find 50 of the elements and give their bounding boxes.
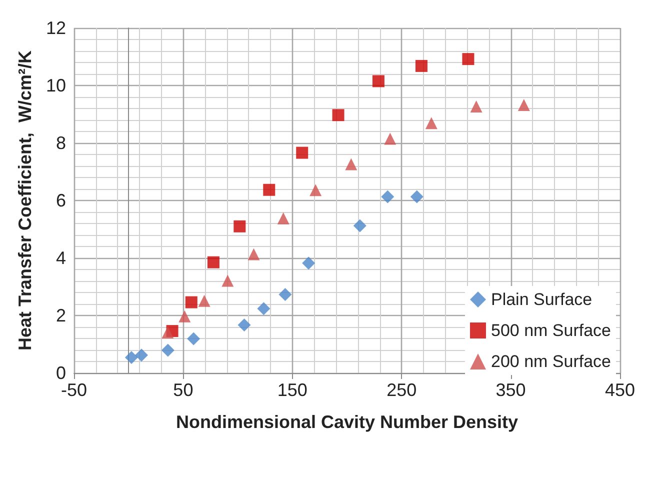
point xyxy=(425,117,438,130)
point xyxy=(124,350,138,364)
y-axis-title: Heat Transfer Coefficient, W/cm²/K xyxy=(15,50,35,351)
point xyxy=(238,318,251,332)
point xyxy=(198,294,210,307)
y-tick-label: 2 xyxy=(56,306,66,326)
x-tick-label: 50 xyxy=(173,380,194,400)
point xyxy=(381,190,394,204)
point xyxy=(207,256,220,268)
point xyxy=(185,296,198,308)
y-tick-label: 10 xyxy=(46,76,66,96)
x-tick-label: 350 xyxy=(496,380,526,400)
legend-label: 500 nm Surface xyxy=(490,321,612,340)
y-tick-label: 4 xyxy=(56,248,66,268)
y-tick-label: 6 xyxy=(56,190,66,210)
x-axis-title: Nondimensional Cavity Number Density xyxy=(176,412,518,432)
legend-label: Plain Surface xyxy=(490,290,592,309)
point xyxy=(162,326,174,338)
point xyxy=(277,212,290,224)
point xyxy=(345,158,358,170)
point xyxy=(257,302,270,316)
point xyxy=(263,184,276,196)
point xyxy=(462,53,474,66)
point xyxy=(234,220,246,232)
point xyxy=(384,132,396,145)
y-tick-label: 0 xyxy=(56,363,66,383)
point xyxy=(161,344,174,357)
point xyxy=(353,219,366,232)
point xyxy=(187,332,200,346)
point xyxy=(278,288,292,302)
legend-label: 200 nm Surface xyxy=(490,352,612,371)
point xyxy=(296,146,308,159)
x-tick-label: -50 xyxy=(60,380,88,400)
point xyxy=(410,190,424,204)
point xyxy=(248,248,260,260)
point xyxy=(332,109,344,122)
point xyxy=(222,274,234,287)
y-tick-label: 12 xyxy=(46,18,66,38)
point xyxy=(302,256,316,270)
point xyxy=(178,310,191,322)
point xyxy=(470,100,482,112)
y-tick-label: 8 xyxy=(56,133,66,153)
x-tick-label: 150 xyxy=(277,380,308,400)
x-tick-label: 450 xyxy=(604,380,636,400)
point xyxy=(415,60,428,72)
point xyxy=(372,75,384,88)
point xyxy=(310,184,322,196)
point xyxy=(134,348,148,362)
point xyxy=(518,99,530,112)
x-tick-label: 250 xyxy=(386,380,417,400)
